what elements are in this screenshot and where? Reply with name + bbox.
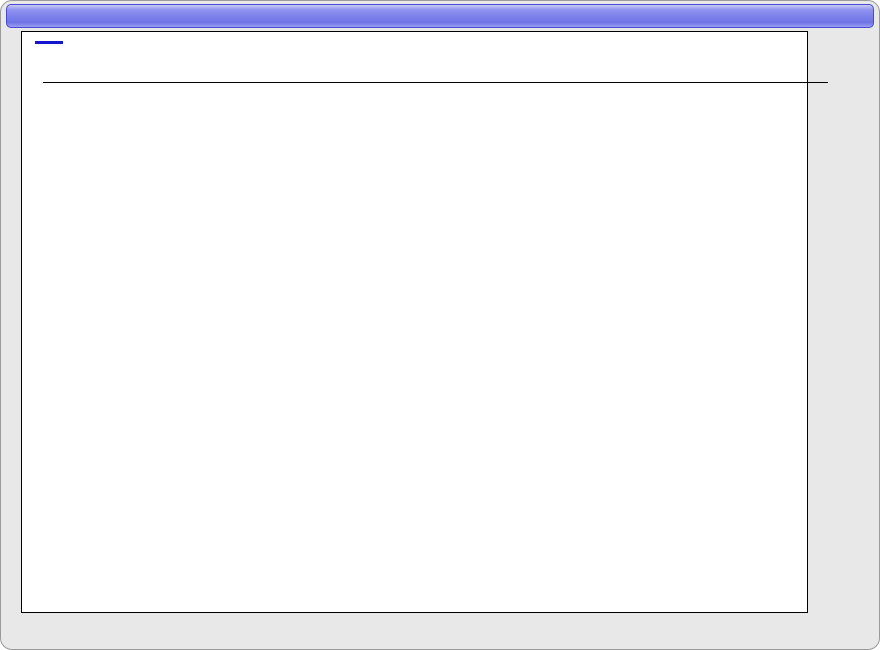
chart-plot-area	[21, 31, 828, 613]
chart-canvas	[22, 32, 807, 612]
legend-line-swatch	[35, 41, 63, 44]
window-title-bar	[6, 4, 874, 28]
